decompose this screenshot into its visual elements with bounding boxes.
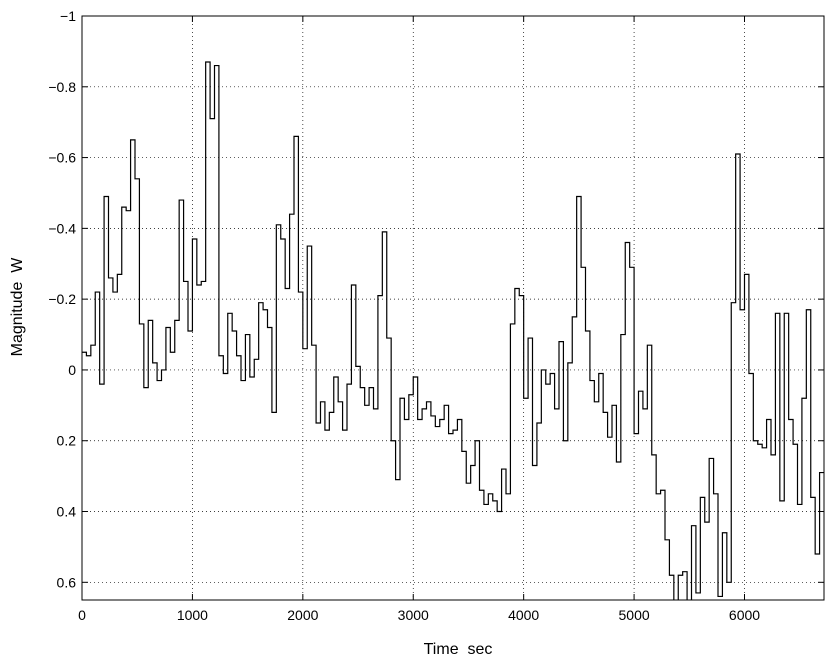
series-line [82,61,824,600]
x-tick-label: 1000 [177,607,208,623]
grid-lines [82,16,824,600]
y-tick-label: −0.2 [48,291,76,307]
x-tick-label: 5000 [619,607,650,623]
y-tick-label: −1 [60,8,76,24]
data-series [82,61,824,600]
x-tick-labels: 0 1000 2000 3000 4000 5000 6000 [78,607,760,623]
plot-frame [81,15,825,601]
y-axis-title: Magnitude W [9,257,26,357]
y-tick-label: 0.6 [57,574,77,590]
y-tick-label: −0.4 [48,220,76,236]
tick-marks [81,15,824,600]
y-tick-label: 0 [68,362,76,378]
y-tick-labels: −1 −0.8 −0.6 −0.4 −0.2 0 0.2 0.4 0.6 [48,8,76,590]
x-tick-label: 6000 [729,607,760,623]
x-tick-label: 2000 [287,607,318,623]
y-tick-label: 0.2 [57,433,77,449]
y-tick-label: 0.4 [57,504,77,520]
y-tick-label: −0.8 [48,79,76,95]
x-tick-label: 0 [78,607,86,623]
x-axis-title: Time sec [424,641,493,658]
x-tick-label: 4000 [508,607,539,623]
y-tick-label: −0.6 [48,150,76,166]
x-tick-label: 3000 [398,607,429,623]
